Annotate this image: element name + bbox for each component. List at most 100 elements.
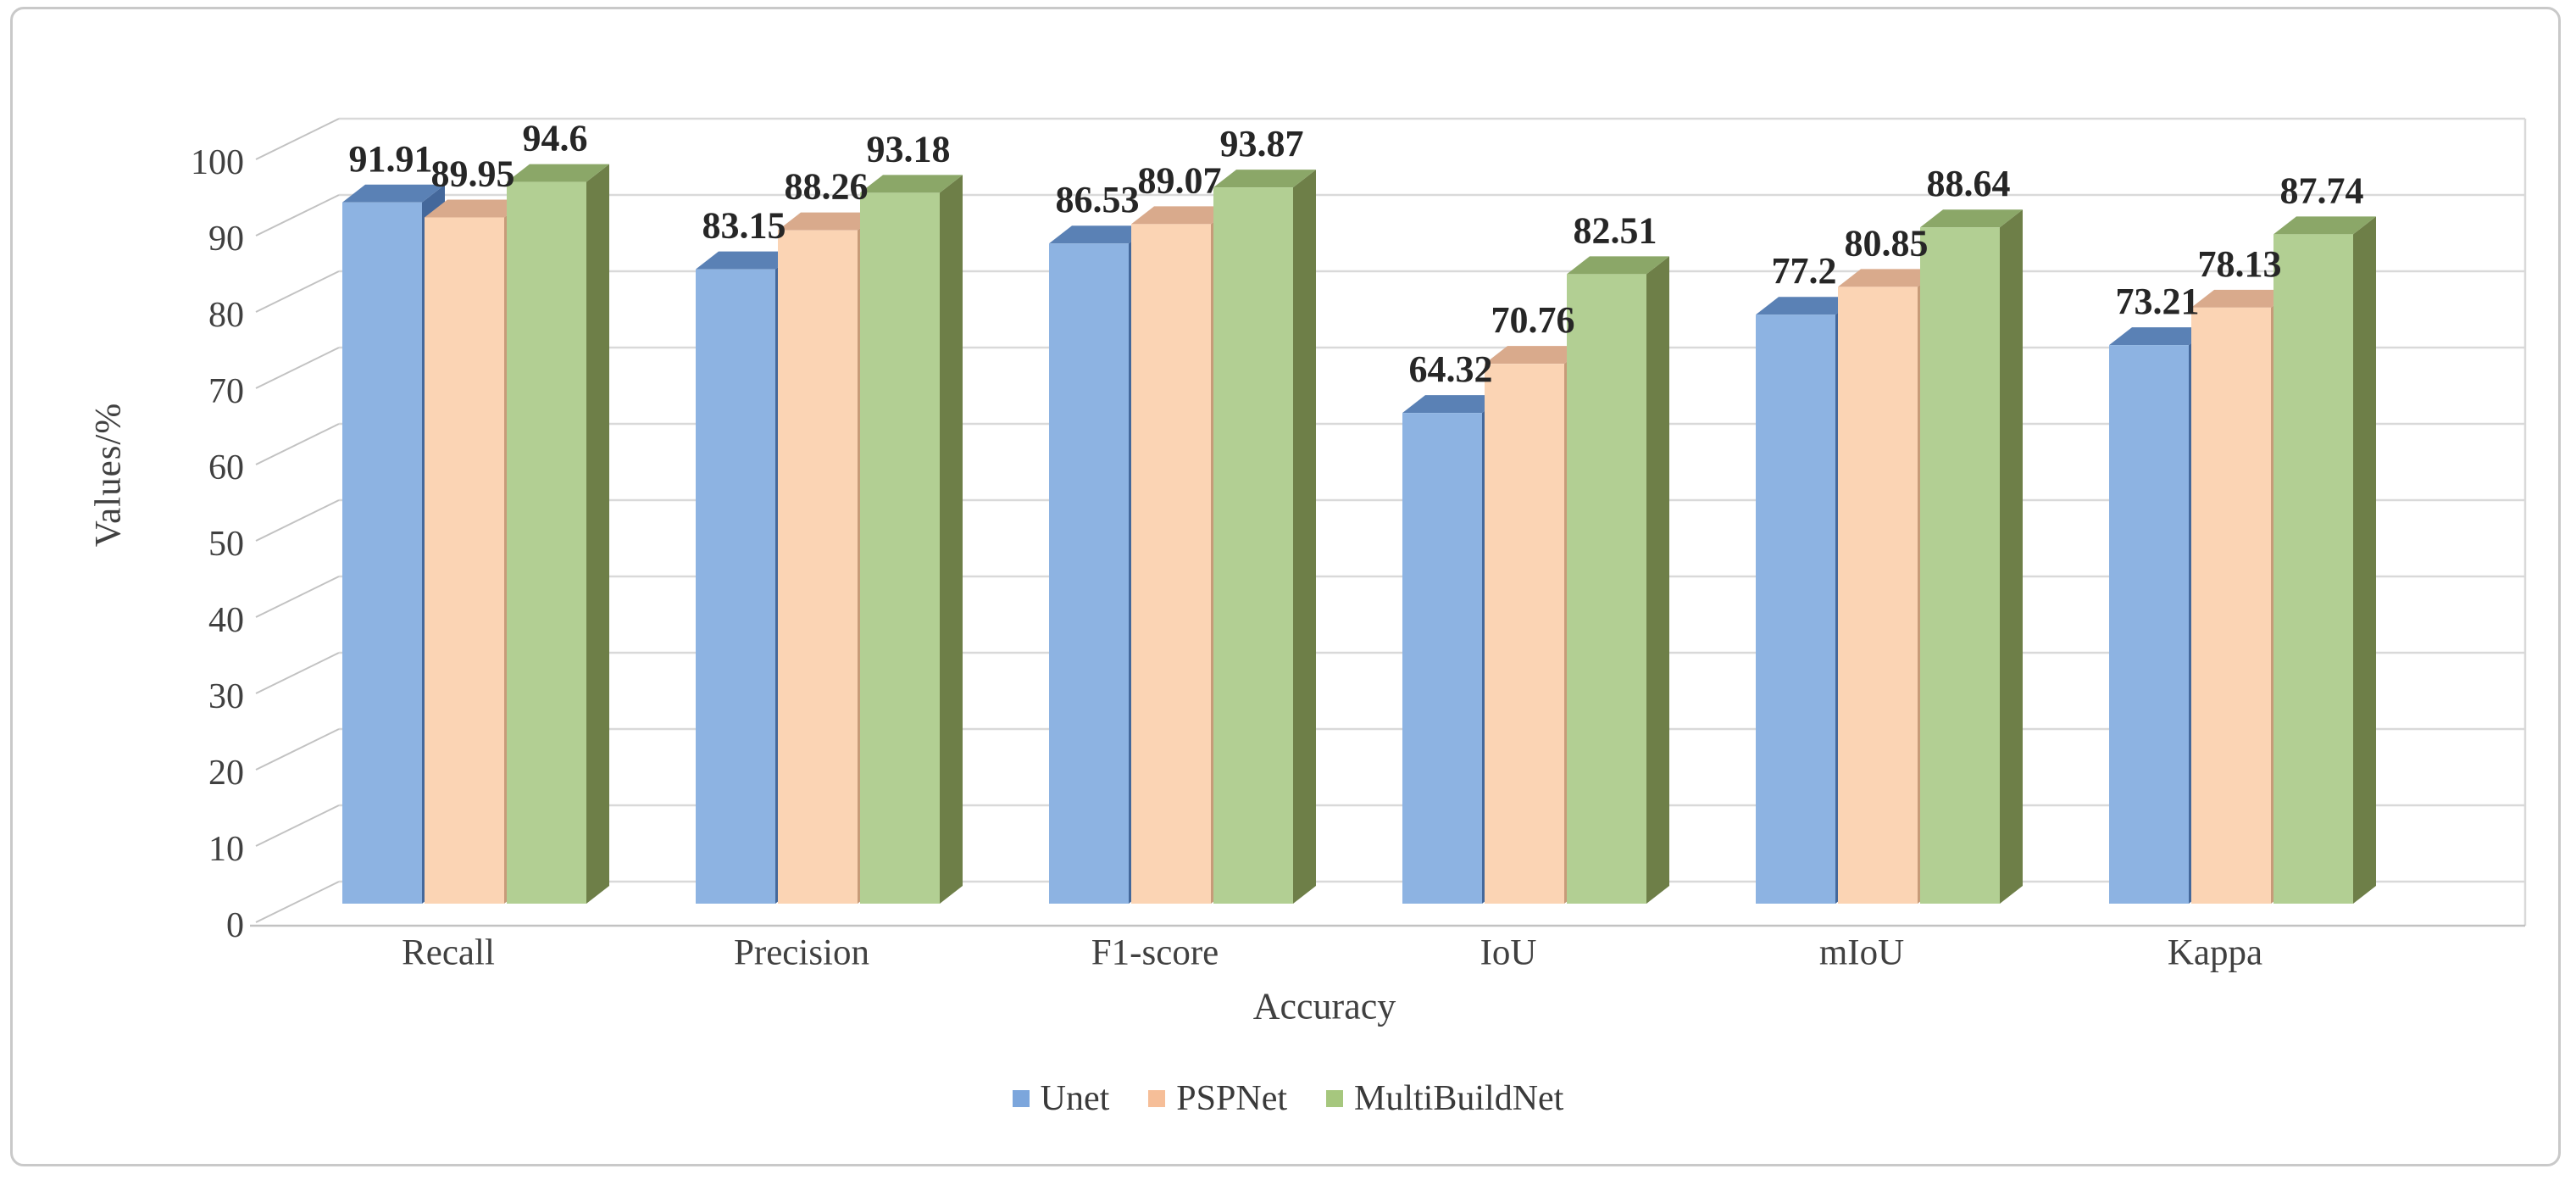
- legend-label: Unet: [1040, 1079, 1110, 1118]
- bar-side-face: [1646, 256, 1669, 904]
- bar: [1131, 224, 1211, 904]
- legend-swatch-icon: [1148, 1090, 1166, 1107]
- bar-top-face: [1838, 269, 1940, 287]
- y-tick-label: 50: [208, 525, 244, 564]
- y-tick-label: 80: [208, 296, 244, 335]
- bar: [696, 269, 775, 904]
- bar-top-face: [1485, 346, 1587, 365]
- bar-top-face: [1402, 395, 1505, 414]
- bar-value-label: 94.6: [523, 118, 588, 159]
- bar-value-label: 93.18: [867, 128, 951, 170]
- y-tick-label: 0: [226, 906, 244, 945]
- y-tick-leader: [255, 423, 340, 465]
- bar: [778, 230, 858, 904]
- y-tick-leader: [255, 270, 340, 313]
- bar-side-face: [586, 164, 609, 904]
- bar: [2191, 307, 2271, 904]
- bar-top-face: [425, 199, 527, 218]
- y-tick-leader: [255, 576, 340, 618]
- bar: [1838, 287, 1918, 904]
- y-tick-label: 10: [208, 830, 244, 869]
- bar-value-label: 80.85: [1845, 222, 1929, 264]
- bar-top-face: [1567, 256, 1669, 275]
- bar-side-face: [1293, 170, 1316, 904]
- bar-value-label: 93.87: [1220, 123, 1304, 164]
- legend: Unet PSPNet MultiBuildNet: [0, 1078, 2576, 1119]
- x-category-label: Kappa: [2168, 933, 2262, 973]
- bar-value-label: 64.32: [1409, 348, 1493, 390]
- y-tick-label: 100: [191, 143, 244, 182]
- y-tick-label: 60: [208, 448, 244, 487]
- bar: [342, 202, 422, 904]
- bar: [1485, 364, 1564, 904]
- bar: [1213, 187, 1293, 904]
- x-category-label: Recall: [402, 933, 495, 973]
- x-category-label: F1-score: [1091, 933, 1219, 973]
- bar-value-label: 89.07: [1138, 159, 1222, 201]
- bar: [507, 181, 586, 904]
- bar: [1402, 413, 1482, 904]
- legend-label: PSPNet: [1176, 1079, 1287, 1118]
- x-category-label: Precision: [734, 933, 869, 973]
- legend-label: MultiBuildNet: [1354, 1079, 1564, 1118]
- y-tick-label: 20: [208, 754, 244, 793]
- legend-item: MultiBuildNet: [1326, 1078, 1563, 1119]
- bar-top-face: [1131, 206, 1234, 225]
- bar-top-face: [2273, 216, 2376, 235]
- bar: [860, 192, 940, 904]
- bar-value-label: 91.91: [349, 138, 433, 180]
- bar-value-label: 82.51: [1574, 209, 1657, 251]
- bar-top-face: [1049, 225, 1152, 244]
- bar-side-face: [2000, 209, 2023, 904]
- bar: [425, 217, 504, 904]
- bar-side-face: [2353, 216, 2376, 904]
- legend-swatch-icon: [1326, 1090, 1343, 1107]
- bar: [1756, 314, 1835, 904]
- bar: [1049, 243, 1129, 904]
- y-tick-leader: [255, 194, 340, 237]
- y-tick-leader: [255, 728, 340, 771]
- legend-item: PSPNet: [1148, 1078, 1287, 1119]
- bar-value-label: 89.95: [431, 153, 515, 194]
- bar: [2273, 234, 2353, 904]
- bar-top-face: [342, 184, 445, 203]
- legend-swatch-icon: [1012, 1090, 1030, 1107]
- bar-top-face: [860, 175, 963, 193]
- y-tick-leader: [255, 881, 340, 923]
- bar-value-label: 78.13: [2198, 243, 2282, 285]
- y-tick-leader: [255, 499, 340, 542]
- bar-value-label: 73.21: [2116, 281, 2200, 322]
- bar-value-label: 77.2: [1772, 250, 1837, 292]
- bar-top-face: [778, 212, 880, 231]
- bar: [1920, 227, 2000, 904]
- y-tick-label: 70: [208, 372, 244, 411]
- bar-value-label: 87.74: [2280, 170, 2364, 211]
- bar-value-label: 86.53: [1056, 179, 1140, 220]
- bar-top-face: [1756, 297, 1858, 315]
- bar-top-face: [1213, 170, 1316, 188]
- bar-value-label: 83.15: [702, 205, 786, 247]
- x-category-label: IoU: [1480, 933, 1537, 973]
- y-tick-label: 90: [208, 220, 244, 259]
- bar-top-face: [2109, 327, 2212, 346]
- y-tick-label: 30: [208, 677, 244, 716]
- y-tick-leader: [255, 118, 340, 160]
- bar-side-face: [940, 175, 963, 904]
- bar-top-face: [696, 251, 798, 270]
- bar: [2109, 345, 2189, 904]
- bar-value-label: 88.26: [785, 166, 869, 208]
- bar-value-label: 88.64: [1927, 163, 2011, 204]
- y-tick-leader: [255, 652, 340, 694]
- y-tick-leader: [255, 804, 340, 847]
- bar-top-face: [507, 164, 609, 182]
- y-tick-label: 40: [208, 601, 244, 640]
- bar-top-face: [2191, 289, 2294, 308]
- bar-top-face: [1920, 209, 2023, 228]
- bar-value-label: 70.76: [1491, 299, 1575, 341]
- x-axis-title: Accuracy: [1252, 985, 1396, 1027]
- y-axis-title: Values/%: [88, 402, 129, 548]
- x-category-label: mIoU: [1819, 933, 1904, 973]
- y-tick-leader: [255, 347, 340, 389]
